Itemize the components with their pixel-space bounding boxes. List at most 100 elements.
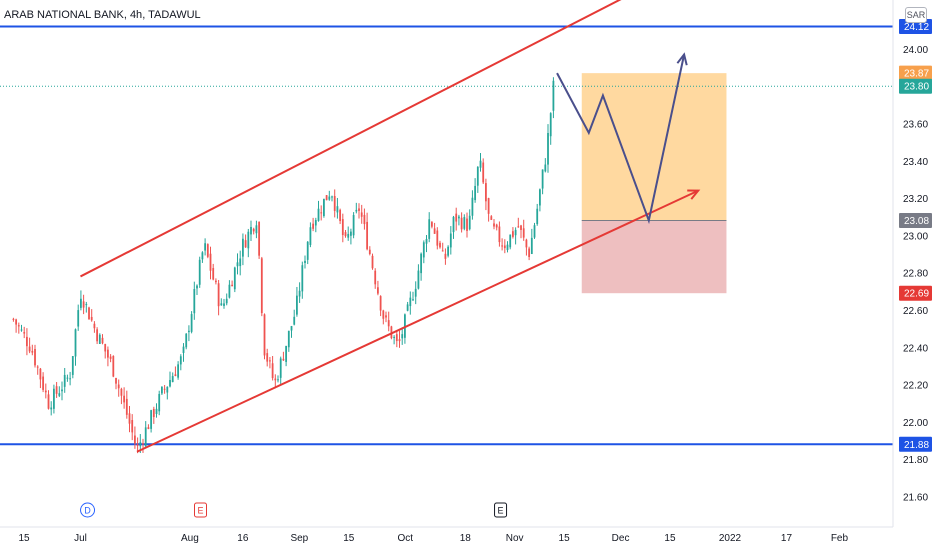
candle-body-30 (93, 323, 96, 329)
candle-body-126 (352, 215, 355, 236)
price-label-bg-2 (899, 78, 932, 94)
candle-body-184 (509, 234, 512, 248)
candle-body-169 (468, 215, 471, 230)
candle-body-4 (23, 332, 26, 334)
candle-body-106 (298, 290, 301, 297)
price-label-5: 21.88 (904, 440, 929, 451)
candle-body-87 (247, 231, 250, 249)
candle-body-164 (455, 213, 458, 222)
candle-body-188 (520, 225, 522, 230)
candle-body-16 (55, 386, 58, 394)
candle-body-41 (123, 395, 126, 403)
candle-body-127 (355, 209, 358, 212)
candle-body-5 (26, 336, 28, 347)
candle-body-108 (304, 260, 306, 263)
x-tick-label-11: 15 (664, 533, 676, 544)
price-label-1: 23.87 (904, 69, 929, 80)
candle-body-148 (412, 299, 414, 301)
candle-body-125 (350, 231, 352, 236)
price-label-bg-4 (899, 285, 932, 301)
candle-body-189 (522, 228, 525, 238)
candle-body-109 (306, 241, 309, 260)
candle-body-142 (395, 334, 398, 342)
candle-body-101 (285, 345, 288, 362)
price-label-bg-5 (899, 436, 932, 452)
price-label-4: 22.69 (904, 289, 929, 300)
candle-body-196 (541, 169, 544, 189)
candle-body-177 (490, 216, 493, 220)
candle-body-46 (136, 444, 139, 446)
stop-zone (581, 220, 727, 294)
candle-body-155 (431, 222, 433, 227)
candle-body-165 (458, 216, 460, 219)
candle-body-3 (20, 329, 23, 331)
currency-badge[interactable]: SAR (905, 7, 927, 23)
candle-body-110 (309, 227, 312, 245)
candle-body-114 (320, 212, 323, 214)
candle-body-12 (44, 390, 47, 393)
candle-body-193 (533, 225, 536, 238)
candle-body-88 (250, 226, 252, 235)
candle-body-85 (242, 238, 244, 257)
candle-body-28 (88, 307, 90, 320)
candle-body-25 (80, 298, 82, 308)
candle-body-123 (344, 232, 347, 237)
candle-body-185 (512, 231, 514, 237)
y-tick-label-10: 22.00 (903, 418, 928, 429)
channel-upper-line (80, 0, 622, 278)
candle-body-151 (420, 253, 423, 274)
candle-body-175 (485, 183, 487, 202)
candle-body-23 (74, 329, 77, 357)
candle-body-171 (474, 185, 477, 201)
candle-body-183 (506, 244, 509, 251)
exchange-label: TADAWUL (148, 9, 201, 21)
candle-body-44 (131, 420, 134, 433)
x-tick-label-3: 16 (237, 533, 249, 544)
candle-body-156 (433, 228, 436, 234)
candle-body-42 (125, 398, 128, 415)
candle-body-66 (190, 314, 193, 332)
candle-body-54 (158, 393, 161, 412)
candle-body-48 (142, 443, 144, 445)
candle-body-129 (360, 212, 363, 217)
candle-body-15 (53, 388, 55, 409)
candle-body-181 (501, 245, 504, 247)
y-tick-label-9: 22.20 (903, 381, 928, 392)
candle-body-104 (293, 316, 296, 325)
candle-body-166 (460, 217, 463, 230)
x-tick-label-7: 18 (460, 533, 472, 544)
candle-body-79 (225, 298, 228, 304)
x-tick-label-9: 15 (559, 533, 571, 544)
candle-body-72 (206, 244, 209, 257)
candle-body-36 (109, 356, 112, 359)
y-tick-label-5: 23.00 (903, 231, 928, 242)
candle-body-95 (269, 360, 271, 362)
candle-body-174 (482, 162, 485, 183)
candle-body-154 (428, 219, 431, 239)
candle-body-80 (228, 284, 231, 298)
price-label-0: 24.12 (904, 22, 929, 33)
candle-body-182 (503, 245, 506, 249)
candle-body-60 (174, 374, 177, 376)
candle-body-19 (63, 374, 66, 387)
candle-body-134 (374, 270, 377, 285)
candle-body-96 (271, 363, 274, 379)
x-tick-label-2: Aug (181, 533, 199, 544)
candle-body-176 (487, 198, 490, 214)
candle-body-7 (31, 350, 34, 353)
candle-body-121 (339, 209, 342, 222)
candle-body-131 (366, 221, 369, 250)
candle-body-107 (301, 265, 304, 292)
candle-body-82 (233, 267, 236, 290)
candle-body-116 (325, 195, 328, 201)
candle-body-67 (193, 289, 196, 314)
event-marker-label-1: E (197, 506, 203, 516)
candle-body-173 (479, 160, 482, 168)
candle-body-2 (17, 325, 20, 327)
event-marker-label-0: D (84, 506, 91, 516)
candle-body-43 (128, 413, 131, 424)
candle-body-119 (333, 196, 336, 211)
candle-body-33 (101, 337, 104, 344)
